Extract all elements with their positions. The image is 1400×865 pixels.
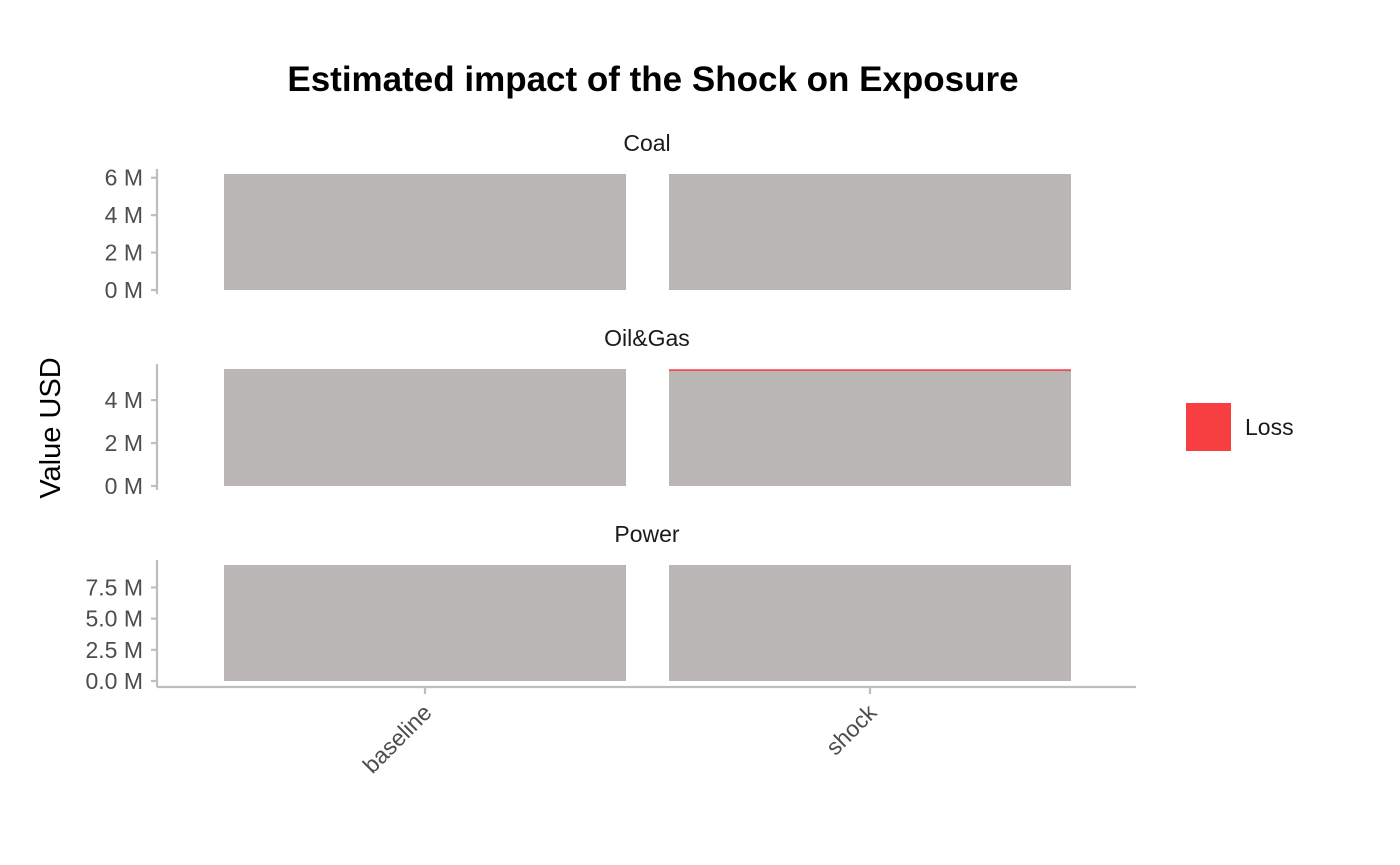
y-tick-label: 0.0 M (85, 668, 143, 694)
bar-shock (669, 565, 1071, 681)
y-axis-label: Value USD (35, 357, 67, 498)
x-axis: baseline shock (157, 685, 1136, 778)
loss-segment-shock (669, 369, 1071, 371)
y-tick-label: 0 M (105, 277, 143, 303)
bar-baseline (224, 369, 626, 486)
y-tick-label: 7.5 M (85, 574, 143, 600)
y-tick-label: 2 M (105, 240, 143, 266)
facet-panel-coal: Coal 0 M 2 M 4 M 6 M (105, 130, 1071, 303)
bar-shock (669, 370, 1071, 486)
facet-panel-power: Power 0.0 M 2.5 M 5.0 M 7.5 M (85, 521, 1071, 694)
y-tick-label: 0 M (105, 473, 143, 499)
facet-label: Oil&Gas (604, 325, 690, 351)
bar-shock (669, 174, 1071, 290)
x-tick-label-shock: shock (821, 699, 882, 760)
chart-title: Estimated impact of the Shock on Exposur… (287, 60, 1018, 99)
bar-baseline (224, 565, 626, 681)
y-tick-label: 6 M (105, 165, 143, 191)
x-tick-label-baseline: baseline (358, 699, 437, 778)
facet-label: Power (614, 521, 680, 547)
facet-panels: Coal 0 M 2 M 4 M 6 M Oil&Gas 0 M 2 M 4 M Power 0.0… (85, 130, 1071, 694)
facet-panel-oil-gas: Oil&Gas 0 M 2 M 4 M (105, 325, 1071, 499)
legend-swatch (1186, 403, 1231, 451)
bar-baseline (224, 174, 626, 290)
y-tick-label: 5.0 M (85, 606, 143, 632)
legend: Loss (1186, 403, 1294, 451)
legend-label: Loss (1245, 414, 1294, 440)
y-tick-label: 2 M (105, 430, 143, 456)
y-tick-label: 2.5 M (85, 637, 143, 663)
y-tick-label: 4 M (105, 387, 143, 413)
y-tick-label: 4 M (105, 202, 143, 228)
facet-label: Coal (623, 130, 670, 156)
